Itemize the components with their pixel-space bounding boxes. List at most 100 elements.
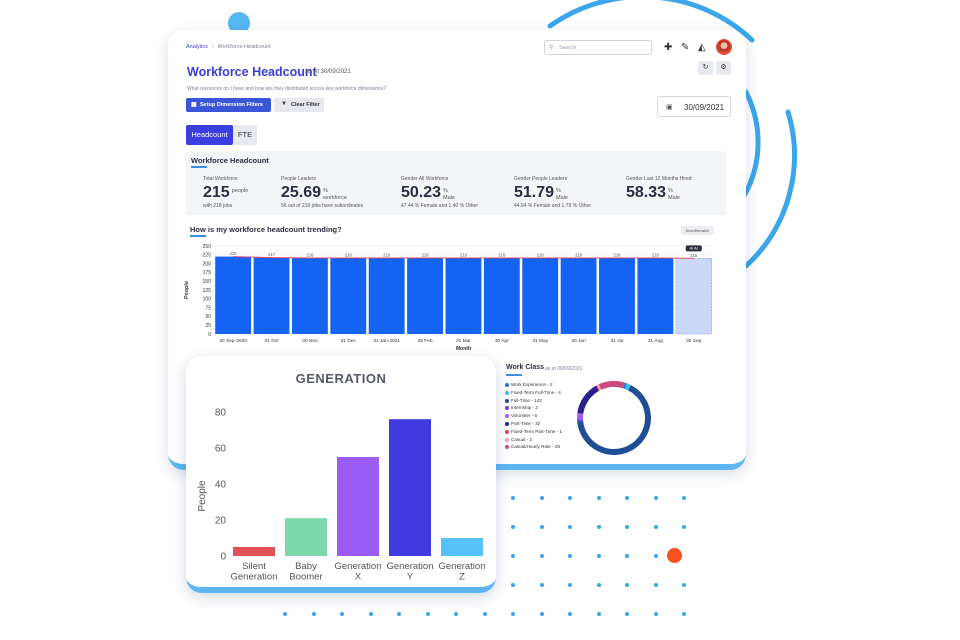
decorative-dot — [511, 554, 515, 558]
decorative-dot — [511, 583, 515, 587]
legend-swatch — [505, 421, 509, 426]
legend-item[interactable]: Fixed-Term Part-Time - 1 — [505, 429, 562, 437]
bar — [407, 257, 444, 334]
legend-item[interactable]: Volunteer - 6 — [505, 413, 562, 421]
decorative-dot — [625, 554, 629, 558]
bar — [637, 257, 674, 334]
legend-item[interactable]: Casual - 2 — [505, 437, 562, 445]
as-at-date: As At 30/09/2021 — [305, 69, 351, 75]
decorative-dot — [482, 612, 487, 616]
legend-item[interactable]: Fixed-Term Full-Time - 4 — [505, 390, 562, 398]
legend-label: Casual/Hourly Rate - 25 — [511, 444, 561, 450]
kpi-gender-leaders: Gender People Leaders 51.79% Male 44.64 … — [514, 176, 591, 209]
decorative-dot — [625, 583, 629, 587]
bar — [233, 547, 275, 556]
breadcrumb-separator: / — [212, 44, 214, 50]
trend-title: How is my workforce headcount trending? — [190, 225, 342, 234]
y-axis-label: People — [184, 281, 190, 299]
kpi-note: 47.44 % Female and 1.40 % Other — [401, 203, 478, 209]
title-underline — [191, 166, 207, 168]
y-tick-label: 80 — [215, 408, 227, 419]
decorative-dot — [539, 525, 544, 529]
decorative-dot — [596, 583, 601, 587]
decorative-dot — [596, 612, 601, 616]
decorative-orange-dot — [667, 548, 682, 563]
legend-label: Full-Time - 143 — [511, 397, 542, 403]
breadcrumb-analytics-link[interactable]: Analytics — [186, 44, 209, 50]
refresh-button[interactable]: ↻ — [698, 61, 713, 75]
legend-label: Work Experience - 2 — [511, 382, 553, 387]
decorative-dot — [653, 525, 658, 529]
title-underline — [506, 374, 522, 376]
kpi-total-workforce: Total Workforce 215 people with 218 jobs — [203, 176, 248, 209]
generation-card: GENERATION 0 20 40 60 80 People Silent Generati… — [186, 356, 496, 593]
decorative-dot — [596, 554, 601, 558]
bar — [441, 538, 483, 556]
kpi-unit: people — [231, 188, 249, 194]
legend-item[interactable]: Full-Time - 143 — [505, 398, 562, 406]
kpi-gender-all: Gender All Workforce 50.23% Male 47.44 %… — [401, 176, 478, 209]
y-tick-label: 25 — [205, 323, 211, 329]
y-tick-label: 150 — [203, 279, 212, 285]
tab-headcount[interactable]: Headcount — [186, 125, 233, 145]
bar — [445, 257, 482, 334]
page-title: Workforce Headcount — [187, 65, 317, 79]
search-input[interactable]: ⚲ Search — [544, 40, 652, 55]
legend-swatch — [505, 445, 509, 450]
decorative-dot — [596, 496, 601, 500]
kpi-panel: Workforce Headcount Total Workforce 215 p… — [186, 151, 726, 215]
edit-icon[interactable]: ✎ — [681, 42, 690, 53]
decorative-dot — [511, 496, 515, 500]
breadcrumb-current: Workforce Headcount — [217, 44, 271, 50]
add-icon[interactable]: ✚ — [664, 42, 673, 53]
kpi-value: 215 — [203, 184, 230, 201]
page-description: What resources do I have and how are the… — [187, 86, 386, 92]
inbox-icon[interactable]: ◭ — [698, 42, 706, 53]
setup-dimension-filters-button[interactable]: ▦ Setup Dimension Filters — [186, 98, 271, 112]
legend-swatch — [505, 398, 509, 403]
decorative-dot — [283, 612, 287, 616]
x-tick-label: 31 Dec — [341, 338, 357, 344]
y-tick-label: 20 — [215, 516, 227, 527]
x-axis-label: Month — [456, 346, 471, 352]
legend-label: Volunteer - 6 — [511, 413, 538, 419]
legend-item[interactable]: Part-Time - 32 — [505, 421, 562, 429]
legend-label: Internship - 2 — [511, 405, 538, 411]
legend-swatch — [505, 414, 509, 419]
x-tick-label: X — [355, 572, 362, 583]
legend-item[interactable]: Casual/Hourly Rate - 25 — [505, 444, 562, 452]
data-label: 216 — [613, 252, 621, 257]
donut-slice — [577, 385, 651, 455]
kpi-panel-title: Workforce Headcount — [191, 156, 269, 165]
legend-label: Casual - 2 — [511, 436, 532, 442]
decorative-dot — [653, 496, 658, 500]
x-tick-label: 31 Aug — [648, 338, 663, 344]
legend-swatch — [505, 429, 509, 434]
title-underline — [190, 235, 206, 237]
settings-button[interactable]: ⚙ — [716, 61, 731, 75]
kpi-value: 50.23 — [401, 184, 442, 201]
tab-fte[interactable]: FTE — [233, 125, 257, 145]
x-tick-label: 30 Apr — [495, 338, 509, 344]
x-tick-label: 30 Nov — [302, 338, 318, 344]
decorative-dot — [568, 525, 572, 529]
y-tick-label: 60 — [215, 444, 227, 455]
y-tick-label: 50 — [205, 314, 211, 320]
x-tick-label: Z — [459, 572, 465, 583]
legend-item[interactable]: Work Experience - 2 — [505, 382, 562, 390]
date-picker[interactable]: ▣ 30/09/2021 — [657, 96, 731, 117]
bar — [522, 257, 559, 334]
headcount-trend-chart: 0 25 50 75 100 125 150 175 200 225 250 220 30 Sep-20… — [184, 244, 713, 352]
decorative-dot — [682, 583, 686, 587]
x-tick-label: Baby — [295, 561, 317, 572]
avatar[interactable] — [716, 39, 732, 55]
highlight-label: At At — [690, 246, 699, 251]
legend-item[interactable]: Internship - 2 — [505, 405, 562, 413]
decorative-dot — [511, 612, 515, 616]
data-label: 216 — [345, 252, 353, 257]
setup-dimension-filters-label: Setup Dimension Filters — [200, 102, 263, 108]
clear-filter-button[interactable]: ▼ Clear Filter — [274, 98, 324, 112]
search-icon: ⚲ — [549, 45, 554, 51]
x-tick-label: 31 Jan-2021 — [373, 338, 400, 344]
generation-chart: 020406080PeopleSilentGenerationBabyBoome… — [197, 408, 486, 583]
